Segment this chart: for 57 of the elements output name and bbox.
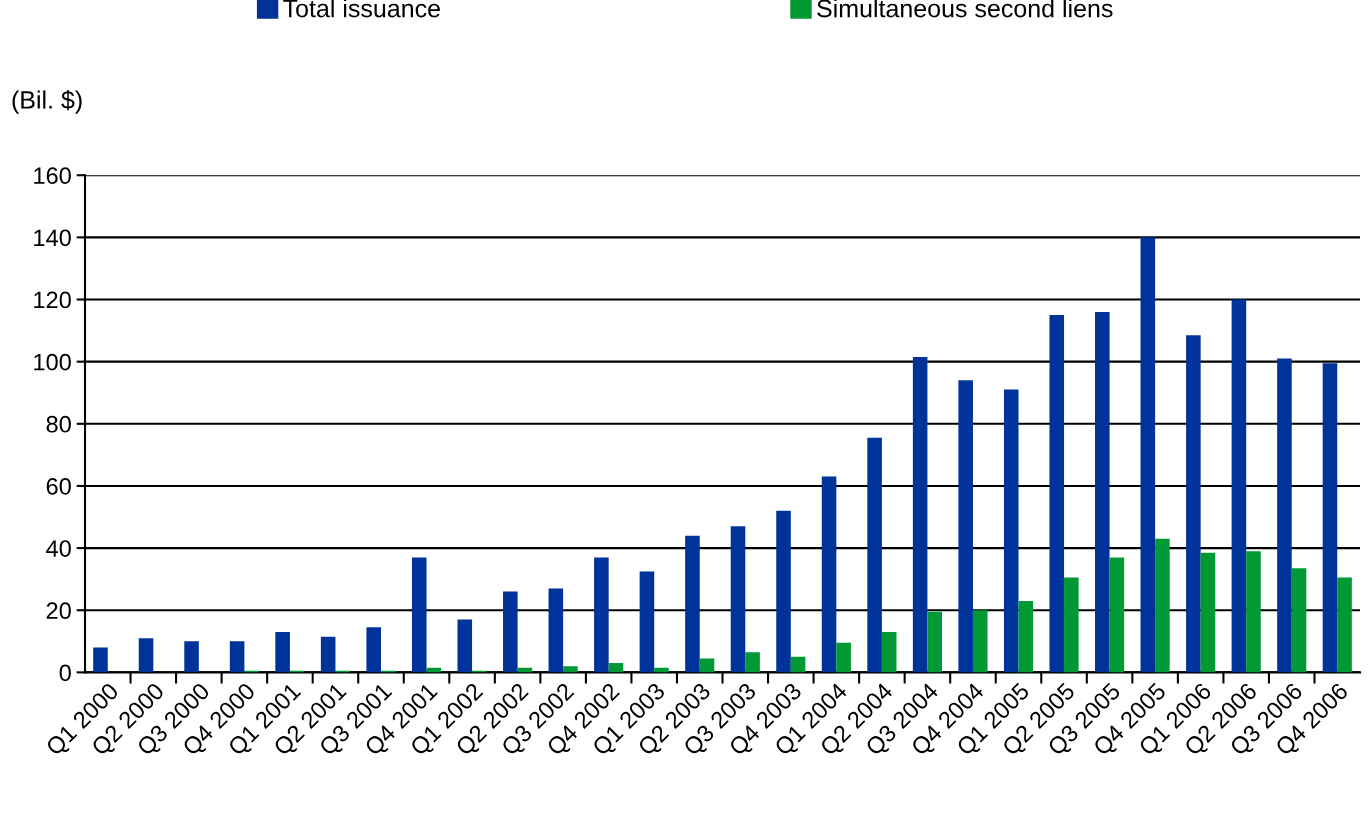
y-tick-label: 0 — [59, 664, 71, 682]
bar — [927, 611, 942, 673]
bar — [1231, 299, 1247, 673]
bar — [594, 557, 609, 673]
bar — [1337, 577, 1352, 673]
bar — [881, 631, 897, 673]
bar — [1200, 552, 1216, 673]
bar — [457, 619, 473, 673]
bar — [1277, 358, 1292, 673]
legend-label: Simultaneous second liens — [817, 0, 1113, 18]
y-tick-label: 80 — [46, 415, 71, 433]
bar — [1140, 237, 1156, 673]
bar — [1291, 568, 1307, 673]
bar — [320, 636, 336, 673]
bar — [1186, 335, 1201, 673]
y-tick-label: 120 — [34, 291, 71, 309]
bar — [867, 437, 882, 673]
y-tick-label: 140 — [34, 229, 71, 247]
bar — [1064, 577, 1079, 673]
bar — [229, 641, 245, 673]
y-tick-label: 40 — [46, 540, 71, 557]
bar — [1049, 315, 1065, 673]
bar — [639, 571, 655, 673]
bar — [1246, 551, 1261, 673]
bar — [608, 663, 624, 673]
bar — [138, 638, 154, 673]
bar — [548, 588, 564, 673]
bar — [958, 380, 973, 673]
y-tick-label: 160 — [34, 167, 71, 185]
y-tick-label: 100 — [34, 353, 71, 371]
bar — [745, 652, 760, 673]
bar — [1109, 557, 1125, 673]
y-axis-title: (Bil. $) — [12, 90, 82, 114]
bar — [972, 610, 988, 673]
y-tick-label: 60 — [46, 478, 71, 495]
bar — [1018, 600, 1034, 673]
bar — [1155, 538, 1170, 673]
bar — [411, 557, 427, 673]
bar — [685, 535, 700, 673]
bar — [93, 647, 108, 673]
bar — [1322, 363, 1338, 673]
bar — [366, 627, 381, 673]
bar — [821, 476, 837, 673]
bar — [503, 591, 518, 673]
legend-label: Total issuance — [283, 0, 440, 18]
bar — [275, 631, 290, 673]
bar — [184, 641, 199, 673]
y-tick-label: 20 — [46, 602, 71, 620]
bar — [790, 656, 806, 673]
bar — [836, 642, 851, 673]
bar — [776, 510, 791, 673]
bar — [730, 526, 746, 673]
bar — [1003, 389, 1019, 673]
bar — [1095, 311, 1110, 673]
bar — [699, 658, 715, 673]
bar — [912, 357, 928, 673]
bar — [563, 666, 578, 673]
